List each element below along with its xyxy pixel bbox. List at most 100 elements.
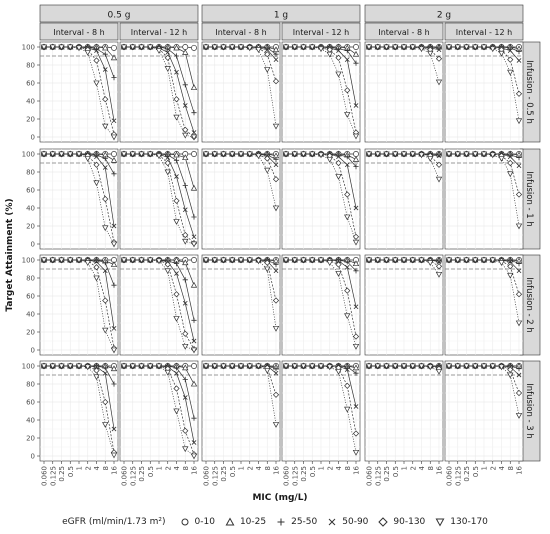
data-point-triangle-down <box>515 118 523 125</box>
data-point-diamond <box>182 330 189 337</box>
data-point-diamond <box>507 159 514 167</box>
data-point-triangle-down <box>480 363 488 370</box>
x-tick-label: 8 <box>182 466 190 470</box>
x-tick-label: 0.060 <box>41 466 49 486</box>
panel-r3-c4 <box>364 360 444 462</box>
data-point-triangle-down <box>282 363 290 370</box>
panel-series-r0-c2 <box>202 43 280 130</box>
data-point-circle <box>191 363 197 369</box>
x-tick-label: 16 <box>191 465 199 474</box>
x-tick-label: 0.25 <box>220 466 228 482</box>
data-point-cross <box>353 404 359 409</box>
data-point-cross <box>191 234 197 240</box>
data-point-triangle-down <box>374 257 381 264</box>
panel-r2-c5 <box>444 254 524 356</box>
data-point-triangle-down <box>155 363 163 370</box>
triangle-down-marker-icon <box>435 518 445 527</box>
y-tick-label: 40 <box>26 205 35 213</box>
data-point-cross <box>507 259 513 265</box>
data-point-cross <box>344 367 350 372</box>
data-point-triangle-down <box>155 153 163 160</box>
data-point-triangle <box>110 54 118 61</box>
data-point-triangle-down <box>480 257 488 264</box>
y-tick-label: 60 <box>26 187 35 195</box>
data-point-cross <box>273 57 279 62</box>
dose-header-box-0 <box>39 4 199 23</box>
x-tick-label: 0.25 <box>58 466 66 482</box>
x-tick-label: 16 <box>353 465 361 474</box>
data-point-triangle-down <box>272 123 280 130</box>
data-point-diamond <box>335 261 342 268</box>
data-point-triangle-down <box>409 363 416 370</box>
x-tick-label: 1 <box>76 466 84 470</box>
data-point-triangle-down <box>383 151 390 158</box>
data-point-triangle-down <box>129 363 136 370</box>
data-point-triangle-down <box>138 44 145 51</box>
legend-item-2: 25-50 <box>276 517 317 527</box>
data-point-triangle-down <box>489 46 496 53</box>
legend-label-3: 50-90 <box>342 517 369 527</box>
data-point-triangle-down <box>202 151 210 158</box>
x-tick-label: 0.060 <box>121 466 129 486</box>
data-point-triangle-down <box>383 363 390 370</box>
infusion-header-0: Infusion - 0.5 h <box>524 60 534 124</box>
panel-series-r3-c5 <box>445 362 523 419</box>
data-point-circle <box>191 151 197 157</box>
data-point-triangle-down <box>110 347 118 354</box>
data-point-triangle-down <box>489 257 496 264</box>
x-tick-label: 1 <box>238 466 246 470</box>
data-point-triangle-down <box>392 363 399 370</box>
data-point-triangle-down <box>418 257 425 264</box>
data-point-triangle-down <box>463 44 470 51</box>
data-point-triangle-down <box>365 44 373 51</box>
data-point-triangle-down <box>365 363 373 370</box>
data-point-plus <box>182 277 188 283</box>
data-point-triangle <box>182 49 189 55</box>
data-point-triangle-down <box>211 363 218 370</box>
data-point-triangle-down <box>400 44 408 51</box>
data-point-plus <box>273 366 279 372</box>
data-point-triangle-down <box>138 151 145 158</box>
data-point-cross <box>507 154 513 160</box>
interval-header-box-3 <box>281 22 361 41</box>
data-point-triangle-down <box>498 50 505 57</box>
data-point-circle <box>353 151 359 157</box>
data-point-cross <box>102 67 108 72</box>
circle-marker-icon <box>181 518 188 526</box>
data-point-plus <box>353 370 359 376</box>
y-tick-label: 80 <box>26 275 35 283</box>
panel-series-r2-c1 <box>120 256 198 354</box>
data-point-triangle-down <box>383 44 390 51</box>
data-point-cross <box>273 370 279 376</box>
data-point-diamond <box>102 398 109 406</box>
data-point-triangle-down <box>427 260 434 267</box>
x-tick-label: 0.125 <box>129 466 137 486</box>
data-point-triangle-down <box>282 44 290 51</box>
data-point-triangle-down <box>463 151 470 158</box>
data-point-triangle <box>182 259 189 266</box>
data-point-triangle-down <box>392 257 399 264</box>
data-point-triangle-down <box>49 44 56 51</box>
plus-marker-icon <box>277 518 285 526</box>
y-tick-label: 0 <box>31 134 35 142</box>
data-point-triangle-down <box>229 257 236 264</box>
data-point-triangle-down <box>418 46 425 53</box>
y-tick-label: 20 <box>26 116 35 124</box>
panel-series-r0-c5 <box>445 43 523 125</box>
data-point-triangle-down <box>138 257 145 264</box>
x-tick-label: 16 <box>273 465 281 474</box>
data-point-triangle-down <box>326 51 333 58</box>
data-point-triangle-down <box>454 151 461 158</box>
panel-r2-c3 <box>281 254 361 356</box>
panel-series-r3-c4 <box>365 362 443 375</box>
data-point-triangle-down <box>93 180 100 187</box>
data-point-plus <box>165 152 171 158</box>
data-point-triangle-down <box>220 151 227 158</box>
data-point-plus <box>165 46 171 52</box>
data-point-diamond <box>102 96 109 103</box>
y-tick-label: 20 <box>26 223 35 231</box>
y-tick-label: 20 <box>26 329 35 337</box>
y-axis-title: Target Attainment (%) <box>5 198 15 311</box>
data-point-cross <box>191 130 197 135</box>
data-point-diamond <box>515 191 523 198</box>
